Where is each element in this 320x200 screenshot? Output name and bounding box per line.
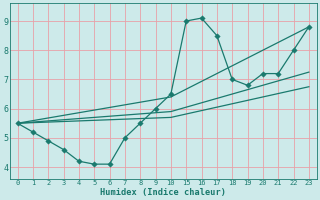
X-axis label: Humidex (Indice chaleur): Humidex (Indice chaleur) bbox=[100, 188, 226, 197]
